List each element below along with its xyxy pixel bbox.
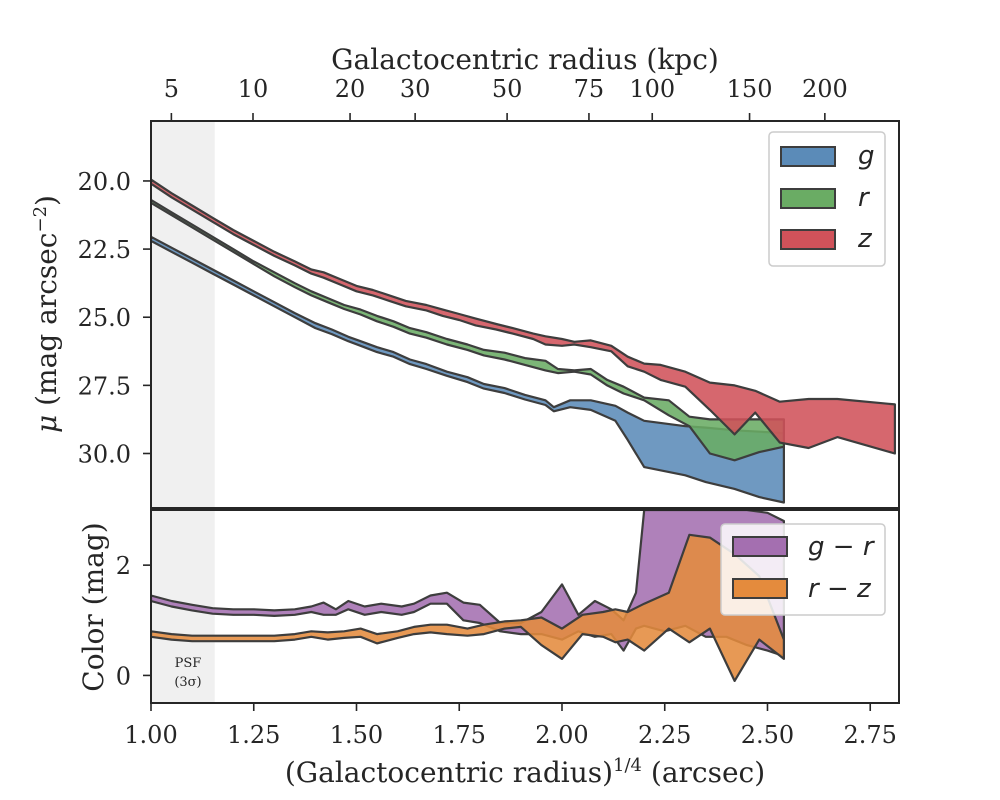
y-tick-label: 25.0 — [78, 304, 131, 332]
legend-top: g r z — [768, 131, 886, 267]
legend-label-r-minus-z: r − z — [808, 574, 872, 604]
x-tick-label: 1.75 — [433, 721, 486, 749]
kpc-tick-label: 20 — [335, 75, 366, 103]
x-tick-label: 1.25 — [227, 721, 280, 749]
color-y-tick-label: 2 — [116, 552, 131, 580]
kpc-tick-label: 200 — [802, 75, 848, 103]
top-kpc-axis-ticks: 5 10 20 30 50 75 100 150 200 — [164, 75, 848, 121]
top-panel-frame — [150, 120, 900, 509]
top-x-axis-label: Galactocentric radius (kpc) — [331, 43, 719, 76]
psf-band-top — [151, 121, 215, 508]
legend-label-r: r — [858, 183, 871, 213]
kpc-tick-label: 75 — [574, 75, 605, 103]
legend-swatch-r — [780, 188, 836, 209]
x-tick-label: 2.50 — [741, 721, 794, 749]
color-panel: 02 1.00 1.25 1.50 1.75 2.00 2.25 2.50 2.75 PSF … — [77, 509, 900, 789]
color-series — [151, 510, 785, 682]
legend-label-g-minus-r: g − r — [808, 532, 876, 562]
y-axis-ticks-bottom: 02 — [116, 552, 151, 690]
surface-brightness-series — [151, 178, 896, 504]
y-tick-label: 30.0 — [78, 440, 131, 468]
legend-label-g: g — [858, 141, 875, 171]
bottom-x-axis-label: (Galactocentric radius)1/4 (arcsec) — [285, 755, 765, 789]
y-tick-label: 27.5 — [78, 372, 131, 400]
x-tick-label: 1.50 — [330, 721, 383, 749]
y-axis-ticks-top: 20.0 22.5 25.0 27.5 30.0 — [78, 168, 151, 468]
legend-bottom: g − r r − z — [720, 523, 886, 616]
top-y-axis-label: μ (mag arcsec−2) — [30, 195, 63, 433]
y-tick-label: 22.5 — [78, 236, 131, 264]
psf-label: PSF — [175, 656, 202, 671]
legend-swatch-z — [780, 229, 836, 250]
color-y-tick-label: 0 — [116, 662, 131, 690]
kpc-tick-label: 30 — [400, 75, 431, 103]
kpc-tick-label: 50 — [492, 75, 523, 103]
bottom-y-axis-label: Color (mag) — [77, 522, 110, 691]
legend-swatch-g-minus-r — [732, 536, 788, 557]
legend-label-z: z — [857, 224, 873, 254]
surface-brightness-panel: 20.0 22.5 25.0 27.5 30.0 5 10 20 30 50 75 100 150 20… — [30, 43, 900, 509]
x-axis-ticks-bottom: 1.00 1.25 1.50 1.75 2.00 2.25 2.50 2.75 — [124, 703, 897, 749]
legend-swatch-g — [780, 146, 836, 167]
x-tick-label: 2.25 — [638, 721, 691, 749]
sb-band-g — [151, 235, 785, 504]
kpc-tick-label: 150 — [727, 75, 773, 103]
x-tick-label: 1.00 — [124, 721, 177, 749]
sb-band-r — [151, 198, 785, 462]
legend-swatch-r-minus-z — [732, 578, 788, 599]
x-tick-label: 2.00 — [535, 721, 588, 749]
bottom-panel-frame — [150, 509, 900, 704]
kpc-tick-label: 10 — [238, 75, 269, 103]
y-tick-label: 20.0 — [78, 168, 131, 196]
sb-band-z — [151, 178, 896, 455]
kpc-tick-label: 100 — [629, 75, 675, 103]
kpc-tick-label: 5 — [164, 75, 179, 103]
psf-sublabel: (3σ) — [174, 675, 201, 690]
x-tick-label: 2.75 — [844, 721, 897, 749]
